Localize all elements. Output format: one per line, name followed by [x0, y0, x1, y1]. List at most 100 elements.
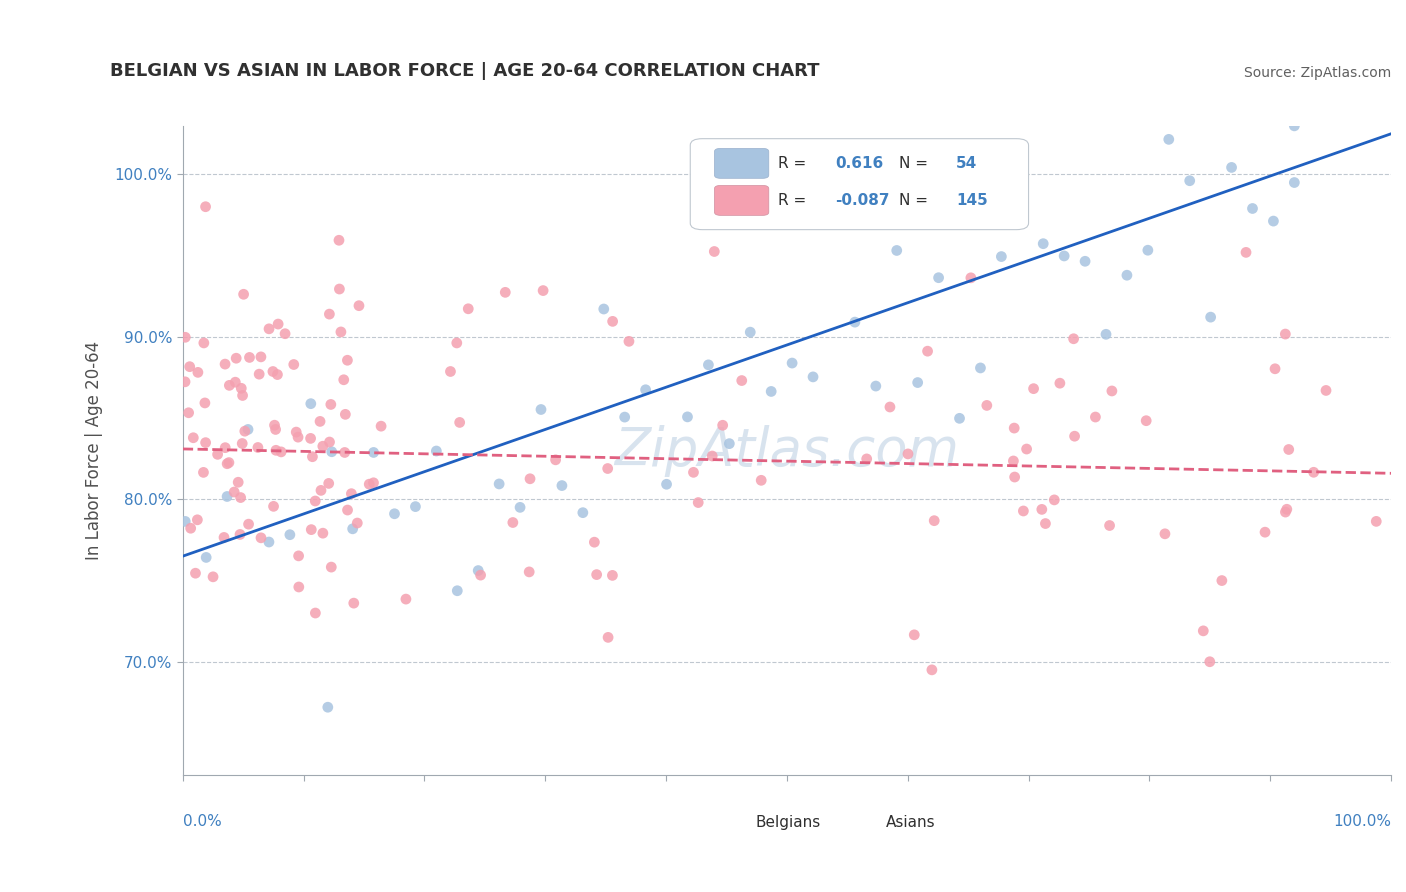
Point: [321, 444, 343, 458]
Point: [1098, 518, 1121, 533]
Point: [214, 357, 236, 371]
Point: [467, 564, 489, 578]
Point: [1284, 119, 1306, 133]
Point: [446, 583, 468, 598]
Point: [702, 449, 724, 463]
Point: [948, 411, 970, 425]
Text: 0.616: 0.616: [835, 156, 883, 171]
Text: ZipAtlas.com: ZipAtlas.com: [614, 425, 959, 476]
Point: [202, 570, 225, 584]
Point: [1278, 442, 1301, 457]
Point: [449, 416, 471, 430]
Point: [855, 451, 877, 466]
Point: [319, 397, 342, 411]
Point: [592, 301, 614, 316]
Point: [264, 443, 287, 458]
Point: [602, 568, 624, 582]
Point: [1234, 245, 1257, 260]
Point: [740, 325, 762, 339]
Point: [1049, 376, 1071, 391]
Point: [174, 330, 197, 344]
Point: [1032, 236, 1054, 251]
FancyBboxPatch shape: [711, 810, 752, 835]
Point: [718, 436, 741, 450]
Point: [1116, 268, 1139, 283]
Point: [287, 549, 309, 563]
Point: [278, 527, 301, 541]
Point: [844, 315, 866, 329]
Point: [395, 592, 418, 607]
Point: [184, 566, 207, 581]
Point: [309, 414, 332, 428]
Point: [229, 527, 252, 541]
Point: [316, 700, 339, 714]
Point: [218, 378, 240, 392]
Text: BELGIAN VS ASIAN IN LABOR FORCE | AGE 20-64 CORRELATION CHART: BELGIAN VS ASIAN IN LABOR FORCE | AGE 20…: [110, 62, 820, 80]
Point: [551, 478, 574, 492]
Point: [1063, 429, 1085, 443]
Point: [304, 494, 326, 508]
Point: [363, 445, 385, 459]
Point: [328, 233, 350, 247]
Point: [194, 200, 217, 214]
Point: [318, 435, 340, 450]
Point: [336, 503, 359, 517]
Point: [531, 284, 554, 298]
Point: [1004, 470, 1026, 484]
Point: [304, 606, 326, 620]
Point: [688, 495, 710, 509]
Text: R =: R =: [779, 193, 811, 208]
Point: [299, 397, 322, 411]
Point: [749, 473, 772, 487]
Text: 145: 145: [956, 193, 988, 208]
Point: [336, 353, 359, 368]
Point: [544, 452, 567, 467]
Point: [960, 270, 983, 285]
Point: [343, 596, 366, 610]
Point: [1074, 254, 1097, 268]
Text: Source: ZipAtlas.com: Source: ZipAtlas.com: [1244, 66, 1391, 80]
Point: [1365, 515, 1388, 529]
Point: [907, 376, 929, 390]
Point: [262, 364, 284, 378]
Point: [676, 409, 699, 424]
Point: [283, 358, 305, 372]
Point: [1284, 176, 1306, 190]
Point: [266, 368, 288, 382]
Point: [363, 475, 385, 490]
Point: [229, 491, 252, 505]
Point: [332, 373, 354, 387]
Point: [1136, 244, 1159, 258]
Point: [1154, 526, 1177, 541]
Point: [494, 285, 516, 300]
Point: [1199, 310, 1222, 325]
Point: [236, 422, 259, 436]
Point: [425, 444, 447, 458]
Point: [1015, 442, 1038, 456]
Point: [181, 431, 204, 445]
Text: Belgians: Belgians: [755, 814, 821, 830]
Point: [270, 445, 292, 459]
Point: [1135, 414, 1157, 428]
Text: N =: N =: [900, 156, 934, 171]
Point: [780, 356, 803, 370]
Point: [1241, 202, 1264, 216]
Point: [238, 351, 260, 365]
Point: [801, 370, 824, 384]
Point: [238, 517, 260, 532]
Point: [1095, 327, 1118, 342]
Point: [1031, 502, 1053, 516]
Point: [1002, 454, 1025, 468]
Point: [224, 375, 246, 389]
Point: [697, 358, 720, 372]
Point: [250, 350, 273, 364]
Point: [370, 419, 392, 434]
Point: [921, 663, 943, 677]
Point: [328, 282, 350, 296]
Point: [922, 514, 945, 528]
Point: [247, 367, 270, 381]
Point: [194, 435, 217, 450]
Point: [287, 430, 309, 444]
Point: [346, 516, 368, 530]
Point: [1211, 574, 1233, 588]
